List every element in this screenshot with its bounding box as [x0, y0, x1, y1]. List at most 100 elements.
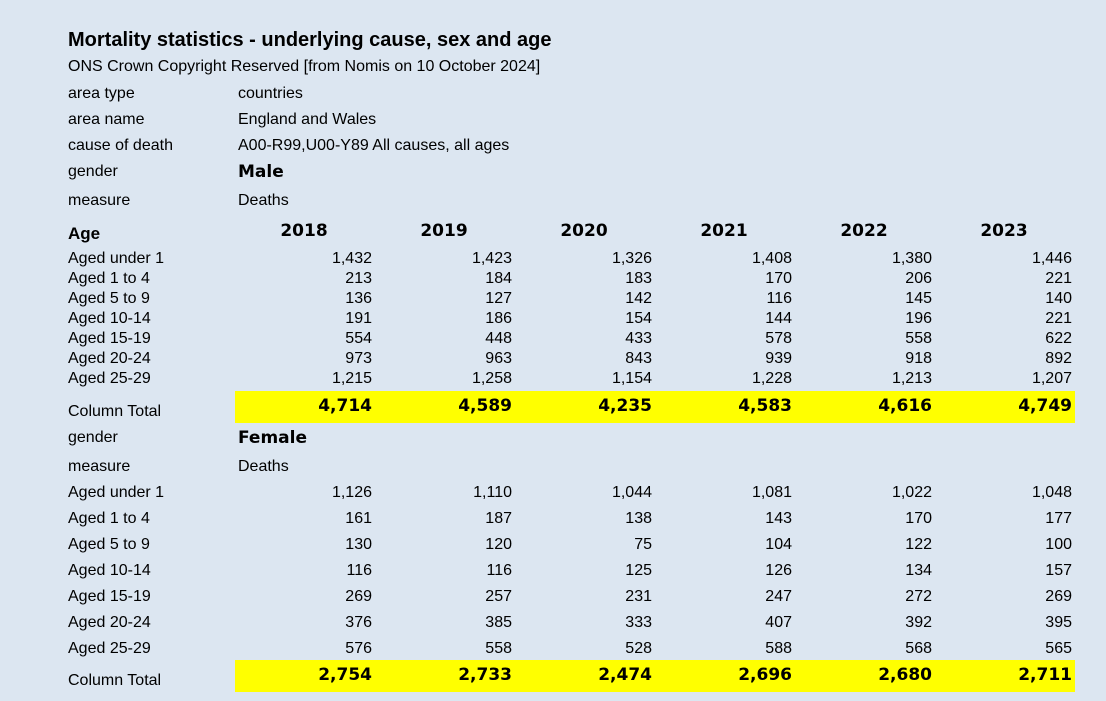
death-count-cell: 183: [625, 270, 652, 287]
death-count-cell: 136: [345, 290, 372, 307]
death-count-cell: 333: [625, 614, 652, 631]
death-count-cell: 576: [345, 640, 372, 657]
death-count-cell: 221: [1045, 270, 1072, 287]
death-count-cell: 1,081: [751, 484, 792, 501]
death-count-cell: 196: [905, 310, 932, 327]
age-group-label: Aged 25-29: [68, 370, 151, 387]
death-count-cell: 126: [765, 562, 792, 579]
column-total-value: 2,696: [738, 665, 792, 685]
year-header: 2018: [280, 221, 328, 241]
area-type-label: area type: [68, 85, 135, 102]
female-column-total-label: Column Total: [68, 672, 162, 689]
age-group-label: Aged 25-29: [68, 640, 151, 657]
death-count-cell: 433: [625, 330, 652, 347]
column-total-value: 2,754: [318, 665, 372, 685]
death-count-cell: 385: [485, 614, 512, 631]
area-name-value: England and Wales: [238, 111, 377, 128]
age-column-header: Age: [68, 224, 101, 243]
copyright-subtitle: ONS Crown Copyright Reserved [from Nomis…: [68, 58, 541, 75]
death-count-cell: 973: [345, 350, 372, 367]
death-count-cell: 161: [345, 510, 372, 527]
death-count-cell: 100: [1045, 536, 1072, 553]
death-count-cell: 918: [905, 350, 932, 367]
death-count-cell: 269: [345, 588, 372, 605]
age-group-label: Aged under 1: [68, 484, 165, 501]
column-total-value: 4,583: [738, 396, 792, 416]
column-total-value: 4,589: [458, 396, 512, 416]
column-total-value: 4,749: [1018, 396, 1072, 416]
death-count-cell: 939: [765, 350, 792, 367]
male-measure-label: measure: [68, 192, 131, 209]
death-count-cell: 558: [905, 330, 932, 347]
death-count-cell: 134: [905, 562, 932, 579]
death-count-cell: 392: [905, 614, 932, 631]
death-count-cell: 157: [1045, 562, 1072, 579]
female-total-band: [235, 660, 1075, 692]
death-count-cell: 170: [765, 270, 792, 287]
year-header: 2023: [980, 221, 1028, 241]
death-count-cell: 213: [345, 270, 372, 287]
death-count-cell: 257: [485, 588, 512, 605]
death-count-cell: 376: [345, 614, 372, 631]
column-total-value: 2,711: [1018, 665, 1072, 685]
death-count-cell: 1,446: [1031, 250, 1072, 267]
column-total-value: 2,474: [598, 665, 652, 685]
death-count-cell: 528: [625, 640, 652, 657]
death-count-cell: 104: [765, 536, 792, 553]
death-count-cell: 1,326: [611, 250, 652, 267]
death-count-cell: 145: [905, 290, 932, 307]
column-total-value: 4,714: [318, 396, 372, 416]
death-count-cell: 125: [625, 562, 652, 579]
male-gender-label: gender: [68, 163, 118, 180]
death-count-cell: 272: [905, 588, 932, 605]
age-group-label: Aged 20-24: [68, 614, 151, 631]
death-count-cell: 231: [625, 588, 652, 605]
death-count-cell: 1,213: [891, 370, 932, 387]
death-count-cell: 191: [345, 310, 372, 327]
column-total-value: 2,733: [458, 665, 512, 685]
death-count-cell: 206: [905, 270, 932, 287]
year-header: 2020: [560, 221, 608, 241]
death-count-cell: 588: [765, 640, 792, 657]
age-group-label: Aged 15-19: [68, 588, 151, 605]
female-gender-label: gender: [68, 429, 118, 446]
death-count-cell: 170: [905, 510, 932, 527]
area-type-value: countries: [238, 85, 303, 102]
female-measure-value: Deaths: [238, 458, 289, 475]
male-column-total-label: Column Total: [68, 403, 162, 420]
death-count-cell: 1,258: [471, 370, 512, 387]
age-group-label: Aged 5 to 9: [68, 290, 150, 307]
death-count-cell: 1,022: [891, 484, 932, 501]
year-header: 2021: [700, 221, 748, 241]
year-header: 2022: [840, 221, 888, 241]
age-group-label: Aged 15-19: [68, 330, 151, 347]
age-group-label: Aged 1 to 4: [68, 510, 150, 527]
area-name-label: area name: [68, 111, 145, 128]
death-count-cell: 116: [346, 562, 372, 579]
death-count-cell: 269: [1045, 588, 1072, 605]
death-count-cell: 122: [905, 536, 932, 553]
female-gender-value: Female: [238, 428, 307, 448]
age-group-label: Aged 10-14: [68, 562, 151, 579]
column-total-value: 2,680: [878, 665, 932, 685]
death-count-cell: 127: [485, 290, 512, 307]
age-group-label: Aged 10-14: [68, 310, 151, 327]
death-count-cell: 138: [625, 510, 652, 527]
death-count-cell: 1,228: [751, 370, 792, 387]
death-count-cell: 75: [634, 536, 652, 553]
death-count-cell: 1,423: [471, 250, 512, 267]
death-count-cell: 554: [345, 330, 372, 347]
death-count-cell: 116: [486, 562, 512, 579]
death-count-cell: 144: [765, 310, 792, 327]
year-header: 2019: [420, 221, 468, 241]
death-count-cell: 578: [765, 330, 792, 347]
male-total-band: [235, 391, 1075, 423]
death-count-cell: 1,126: [331, 484, 372, 501]
female-measure-label: measure: [68, 458, 131, 475]
death-count-cell: 1,154: [611, 370, 652, 387]
age-group-label: Aged 20-24: [68, 350, 151, 367]
death-count-cell: 140: [1045, 290, 1072, 307]
death-count-cell: 130: [345, 536, 372, 553]
death-count-cell: 116: [766, 290, 792, 307]
male-measure-value: Deaths: [238, 192, 289, 209]
